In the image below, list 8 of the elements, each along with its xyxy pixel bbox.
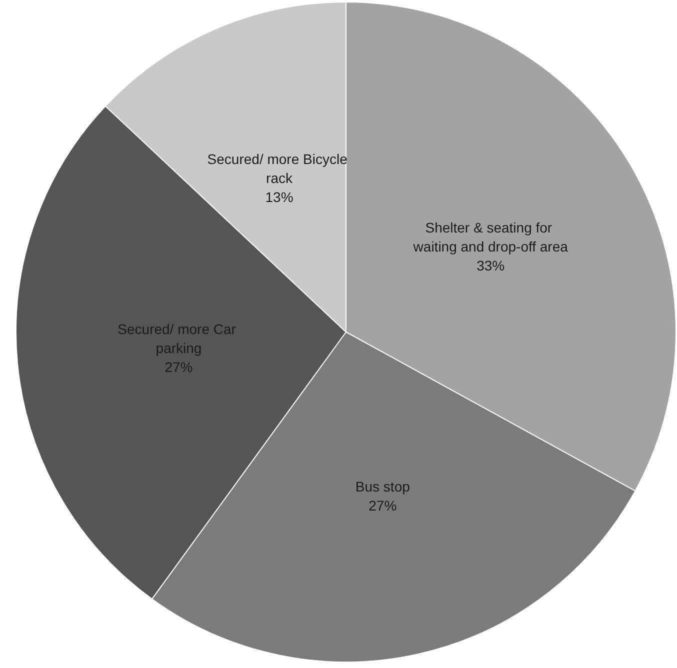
- slice-label: Secured/ more Bicycle rack: [207, 150, 352, 186]
- data-label: 33%: [476, 257, 505, 274]
- data-label: 27%: [164, 358, 193, 375]
- slice-label: Secured/ more Car parking: [118, 320, 240, 356]
- data-label: 27%: [368, 497, 397, 514]
- slice-label: Shelter & seating for waiting and drop-off area: [412, 219, 568, 254]
- slice-label: Bus stop: [355, 478, 410, 494]
- data-label: 13%: [265, 188, 294, 205]
